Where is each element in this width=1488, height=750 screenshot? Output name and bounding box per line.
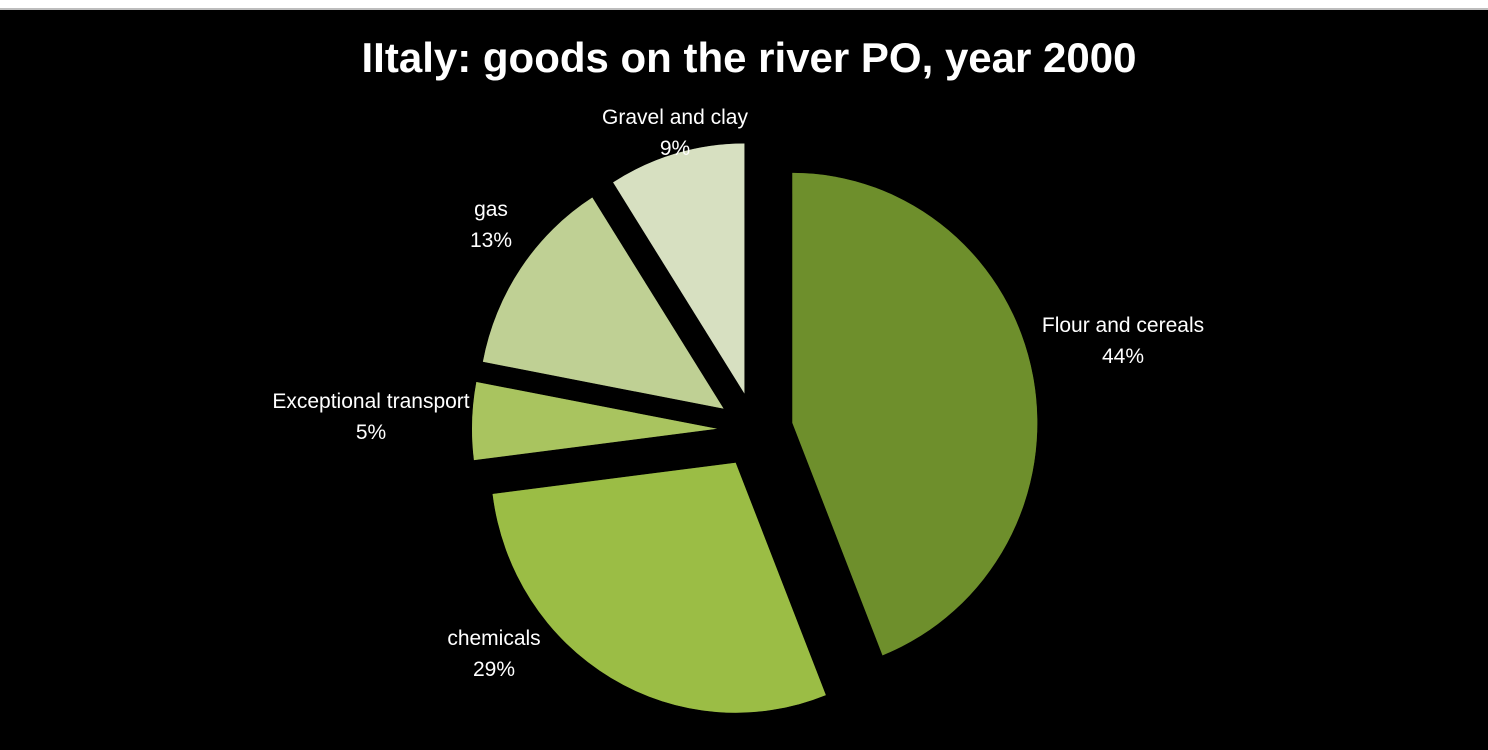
pie-slice-shade-chemicals <box>492 462 826 713</box>
slice-label-exceptional-transport: Exceptional transport <box>272 390 469 413</box>
slice-label-gas: gas <box>474 198 508 221</box>
slice-percent-flour-and-cereals: 44% <box>1102 345 1144 368</box>
slice-label-chemicals: chemicals <box>447 627 540 650</box>
slice-percent-gravel-and-clay: 9% <box>660 137 690 160</box>
window-top-border <box>0 0 1488 10</box>
slice-percent-gas: 13% <box>470 229 512 252</box>
pie-slice-shade-gas <box>482 197 724 409</box>
slice-label-flour-and-cereals: Flour and cereals <box>1042 314 1204 337</box>
chart-title: IItaly: goods on the river PO, year 2000 <box>361 34 1137 81</box>
slice-label-gravel-and-clay: Gravel and clay <box>602 106 748 129</box>
pie-slice-shade-gravel-and-clay <box>613 143 745 394</box>
slice-percent-exceptional-transport: 5% <box>356 421 386 444</box>
pie-slice-shade-flour-and-cereals <box>792 172 1038 656</box>
pie-slice-shade-exceptional-transport <box>472 381 718 461</box>
slice-percent-chemicals: 29% <box>473 658 515 681</box>
